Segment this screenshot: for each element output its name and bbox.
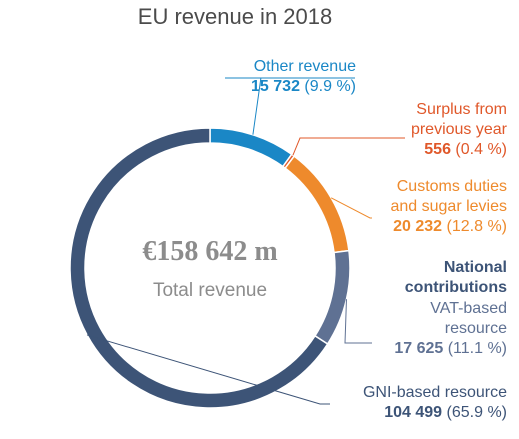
label-customs-name2: and sugar levies xyxy=(390,198,507,215)
label-other-name: Other revenue xyxy=(253,58,356,75)
chart-title: EU revenue in 2018 xyxy=(137,4,333,29)
leader-gni xyxy=(86,334,330,405)
label-vat: VAT-based resource 17 625 (11.1 %) xyxy=(394,299,507,359)
label-gni-pct: (65.9 %) xyxy=(446,404,507,421)
label-surplus-amount: 556 xyxy=(424,141,451,158)
label-vat-amount: 17 625 xyxy=(394,340,444,357)
total-label: Total revenue xyxy=(152,280,268,301)
label-surplus-pct: (0.4 %) xyxy=(455,141,507,158)
slice-gni xyxy=(69,127,329,409)
label-customs: Customs duties and sugar levies 20 232 (… xyxy=(390,177,507,237)
label-customs-name1: Customs duties xyxy=(396,178,507,195)
total-value: €158 642 m xyxy=(142,236,278,267)
label-gni: GNI-based resource 104 499 (65.9 %) xyxy=(363,383,507,423)
leader-vat xyxy=(344,299,372,344)
label-surplus-name2: previous year xyxy=(410,121,507,138)
label-vat-pct: (11.1 %) xyxy=(447,340,507,357)
label-other-pct: (9.9 %) xyxy=(304,78,356,95)
label-customs-pct: (12.8 %) xyxy=(446,218,507,235)
label-national-line1: National xyxy=(443,259,507,276)
label-gni-name: GNI-based resource xyxy=(362,384,507,401)
label-national-contributions: National contributions xyxy=(405,258,507,298)
label-gni-amount: 104 499 xyxy=(384,404,443,421)
slice-other-revenue xyxy=(209,127,293,168)
label-vat-name2: resource xyxy=(444,320,507,337)
leader-other-revenue xyxy=(225,77,355,135)
label-national-line2: contributions xyxy=(404,279,507,296)
leader-surplus xyxy=(292,137,405,156)
leader-customs xyxy=(330,197,372,219)
label-surplus-name1: Surplus from xyxy=(416,101,507,118)
label-vat-name1: VAT-based xyxy=(430,300,507,317)
label-other-amount: 15 732 xyxy=(251,78,300,95)
label-other-revenue: Other revenue 15 732 (9.9 %) xyxy=(251,57,356,97)
label-customs-amount: 20 232 xyxy=(393,218,443,235)
label-surplus: Surplus from previous year 556 (0.4 %) xyxy=(411,100,507,160)
